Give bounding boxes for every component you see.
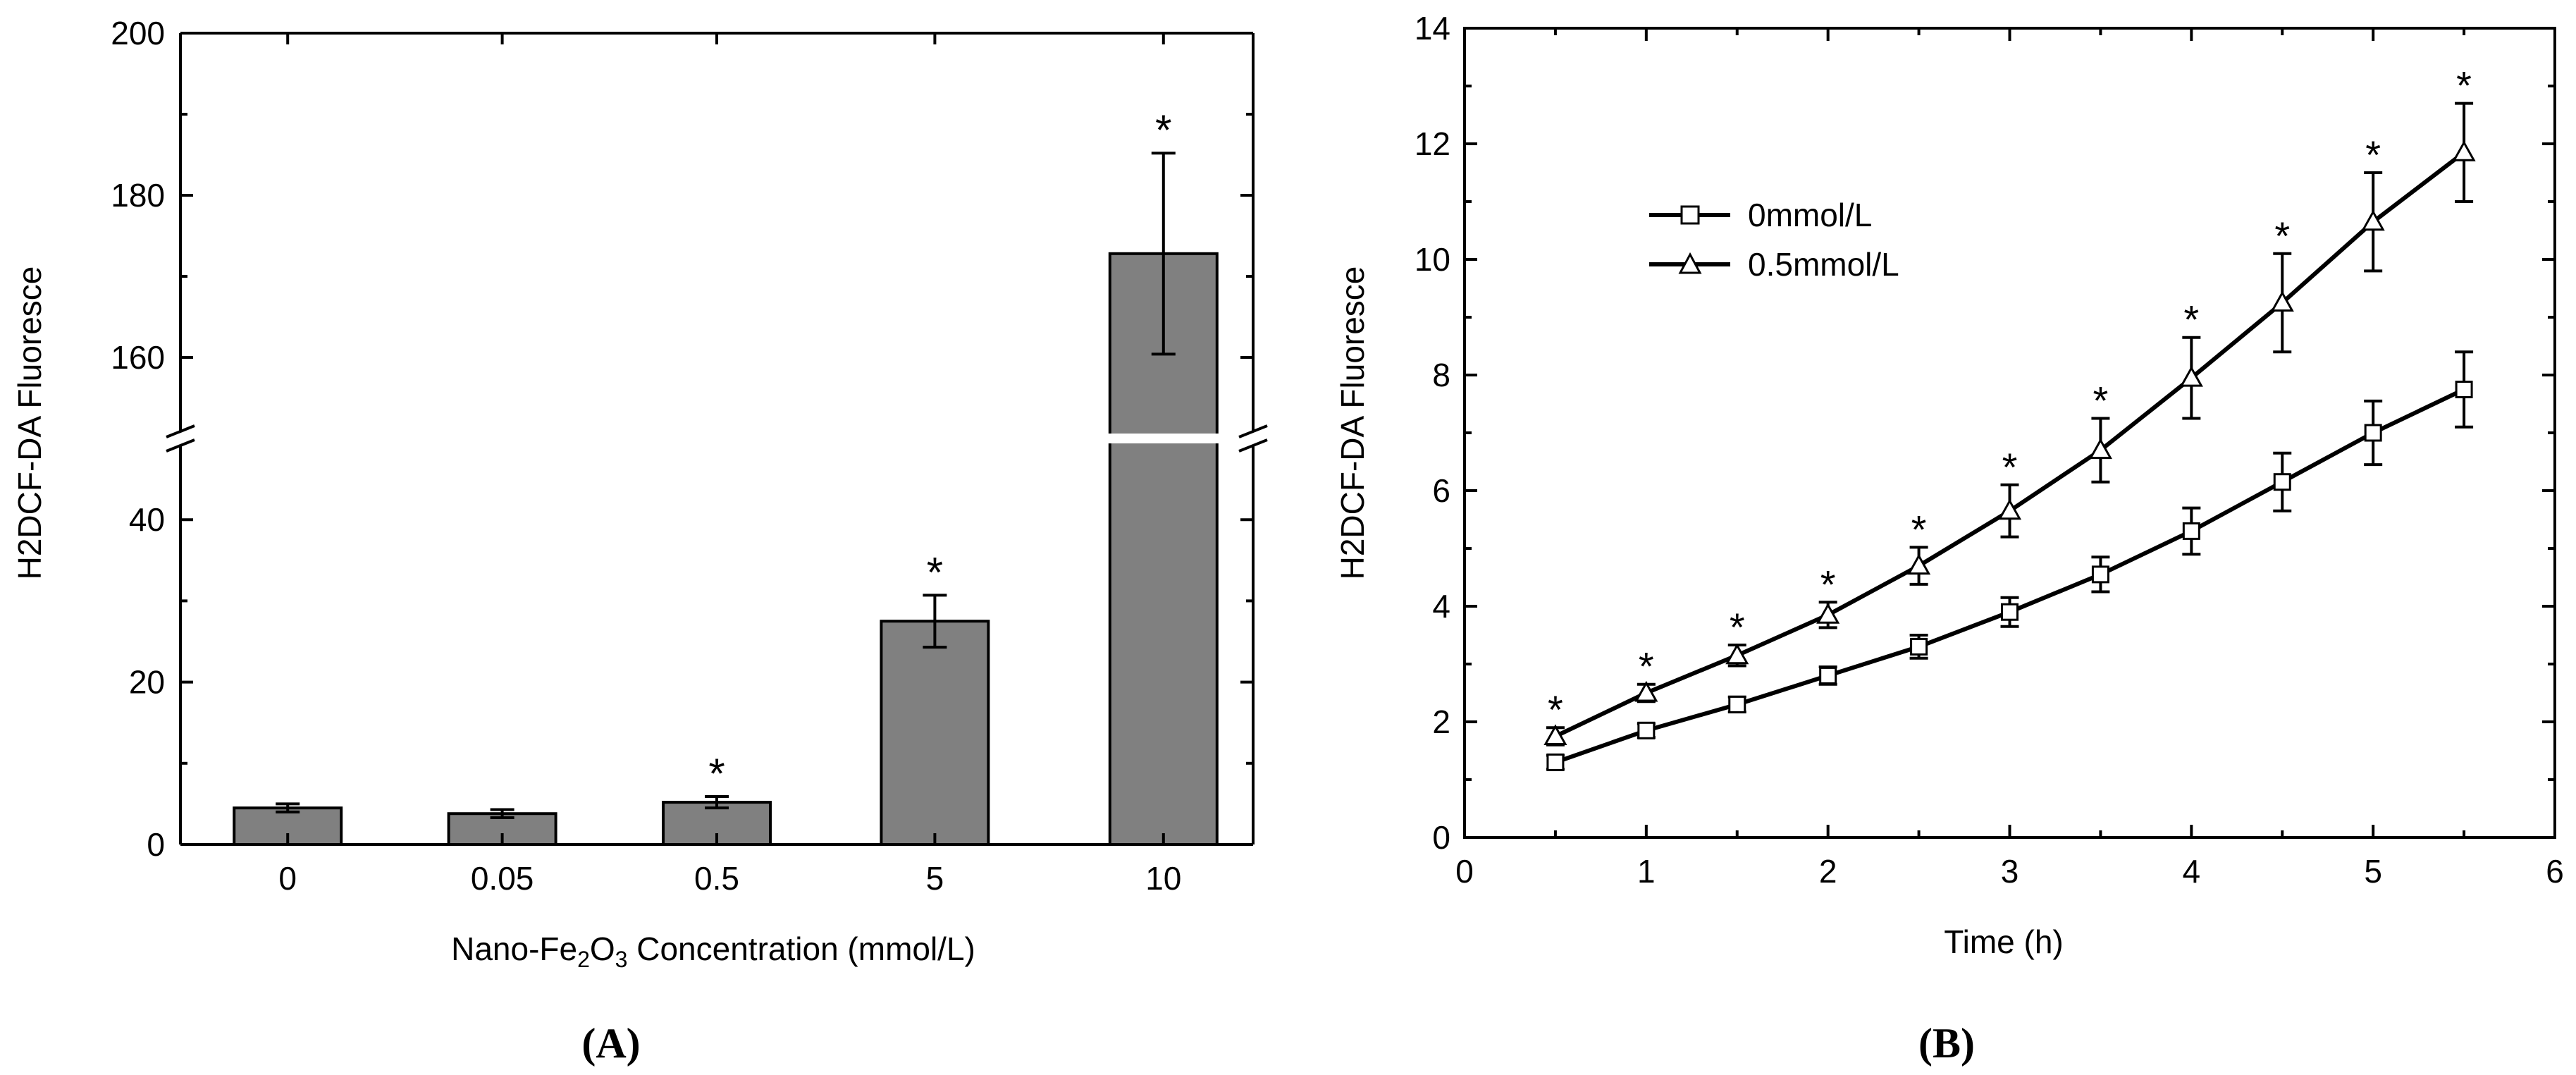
significance-star-5: * — [2365, 133, 2381, 177]
panel-b-x-tick-labels: 0 1 2 3 4 5 6 — [1455, 853, 2564, 890]
y-tick-label-20: 20 — [129, 664, 165, 701]
legend-entry-0mmol: 0mmol/L — [1748, 197, 1872, 233]
x-tick-label-0.05: 0.05 — [471, 860, 534, 897]
significance-star-2: * — [1820, 562, 1836, 606]
bar-break-gap — [1107, 434, 1220, 443]
panel-a-ticks — [180, 32, 1253, 846]
panel-b-series — [1543, 102, 2476, 771]
x-tick-label-0: 0 — [1455, 853, 1474, 890]
x-tick-label-1: 1 — [1637, 853, 1656, 890]
point-0mmol/L-5.5 — [2455, 381, 2473, 398]
panel-a-chart: * * * 0 20 40 160 180 200 0 0.05 0.5 5 10 H2DCF-DA … — [11, 15, 1268, 1067]
significance-star-5: * — [927, 548, 943, 596]
y-tick-label-160: 160 — [111, 339, 165, 376]
y-tick-label-200: 200 — [111, 15, 165, 51]
panel-b-y-tick-labels: 0 2 4 6 8 10 12 14 — [1415, 10, 1450, 856]
y-tick-label-4: 4 — [1432, 588, 1450, 625]
point-0.5mmol/L-0.5 — [1543, 724, 1567, 745]
point-0mmol/L-1.5 — [1728, 695, 1746, 713]
y-tick-label-40: 40 — [129, 501, 165, 538]
series-0.5mmol/L — [1543, 102, 2476, 747]
point-0mmol/L-0.5 — [1546, 753, 1565, 771]
y-tick-label-0: 0 — [147, 826, 165, 863]
panel-b-significance-markers: * * * * * * * * * * * — [1548, 63, 2472, 732]
y-tick-label-180: 180 — [111, 177, 165, 214]
panel-a-x-tick-labels: 0 0.05 0.5 5 10 — [278, 860, 1181, 897]
panel-a-x-axis-title: Nano-Fe2O3 Concentration (mmol/L) — [451, 930, 975, 972]
plot-frame — [1463, 27, 2556, 839]
panel-a-bars — [233, 252, 1220, 847]
panel-a-y-tick-labels: 0 20 40 160 180 200 — [111, 15, 165, 863]
panel-a-label: (A) — [581, 1020, 640, 1067]
break-mark-0-a — [166, 424, 195, 438]
panel-a-axes-frame — [179, 32, 1255, 846]
x-tick-label-0.5: 0.5 — [694, 860, 739, 897]
point-0mmol/L-2 — [1819, 666, 1837, 684]
y-tick-label-14: 14 — [1415, 10, 1450, 47]
point-0.5mmol/L-4 — [2179, 366, 2203, 387]
point-0.5mmol/L-3 — [1997, 498, 2022, 520]
significance-star-1.5: * — [1730, 605, 1745, 649]
x-tick-label-4: 4 — [2183, 853, 2201, 890]
series-0mmol/L — [1546, 350, 2474, 771]
point-0.5mmol/L-4.5 — [2270, 290, 2294, 312]
x-tick-label-2: 2 — [1819, 853, 1837, 890]
point-0mmol/L-4 — [2182, 522, 2200, 540]
panel-a-axis-break — [166, 424, 1268, 453]
x-tick-label-6: 6 — [2546, 853, 2564, 890]
x-tick-label-5: 5 — [926, 860, 944, 897]
panel-a-error-bars — [276, 152, 1176, 819]
point-0mmol/L-1 — [1637, 721, 1656, 739]
point-0.5mmol/L-5.5 — [2452, 140, 2476, 161]
panel-b-ticks — [1463, 27, 2556, 839]
point-0.5mmol/L-1.5 — [1725, 643, 1749, 665]
significance-star-4.5: * — [2274, 214, 2290, 258]
legend-square-marker — [1680, 205, 1700, 225]
y-tick-label-8: 8 — [1432, 357, 1450, 393]
y-tick-label-10: 10 — [1415, 241, 1450, 278]
panel-a-y-axis-title: H2DCF-DA Fluoresce — [11, 266, 48, 580]
point-0mmol/L-3 — [2001, 603, 2019, 621]
significance-star-3: * — [2002, 445, 2018, 489]
legend-triangle-marker — [1678, 252, 1702, 274]
significance-star-0.5: * — [1548, 687, 1563, 732]
legend-entry-0-5mmol: 0.5mmol/L — [1748, 246, 1899, 283]
point-0mmol/L-5 — [2364, 424, 2382, 442]
x-tick-label-5: 5 — [2364, 853, 2382, 890]
significance-star-1: * — [1639, 644, 1654, 689]
break-mark-1-a — [1238, 424, 1268, 438]
x-tick-label-0: 0 — [278, 860, 297, 897]
point-0.5mmol/L-2.5 — [1907, 553, 1931, 575]
x-tick-label-10: 10 — [1145, 860, 1181, 897]
point-0mmol/L-3.5 — [2091, 565, 2109, 584]
significance-star-10: * — [1155, 106, 1171, 154]
point-0.5mmol/L-1 — [1634, 680, 1658, 702]
break-mark-0-b — [166, 438, 195, 453]
significance-star-2.5: * — [1911, 507, 1927, 551]
panel-b-axes-frame — [1463, 27, 2556, 839]
significance-star-3.5: * — [2093, 379, 2109, 423]
panel-b-y-axis-title: H2DCF-DA Fluoresce — [1334, 266, 1371, 580]
significance-star-0.5: * — [708, 750, 725, 797]
point-0.5mmol/L-2 — [1816, 603, 1840, 624]
bar-5 — [880, 620, 990, 846]
point-0.5mmol/L-5 — [2361, 209, 2385, 231]
point-0mmol/L-4.5 — [2273, 473, 2291, 491]
panel-b-label: (B) — [1918, 1020, 1975, 1067]
y-tick-label-6: 6 — [1432, 472, 1450, 509]
x-tick-label-3: 3 — [2001, 853, 2019, 890]
y-tick-label-12: 12 — [1415, 125, 1450, 162]
point-0.5mmol/L-3.5 — [2088, 438, 2112, 460]
significance-star-4: * — [2183, 297, 2199, 342]
panel-b-x-axis-title: Time (h) — [1944, 923, 2064, 960]
point-0mmol/L-2.5 — [1910, 637, 1928, 656]
break-mark-1-b — [1238, 438, 1268, 453]
y-tick-label-2: 2 — [1432, 704, 1450, 740]
panel-b-legend: 0mmol/L 0.5mmol/L — [1649, 197, 1899, 283]
y-tick-label-0: 0 — [1432, 819, 1450, 856]
significance-star-5.5: * — [2456, 63, 2472, 108]
panel-a-significance-markers: * * * — [708, 106, 1171, 797]
